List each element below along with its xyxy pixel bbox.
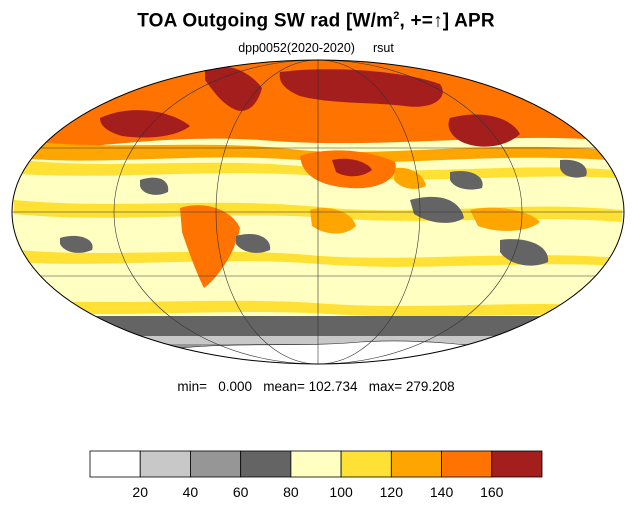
canada-core: [100, 110, 190, 138]
colorbar-tick-label: 140: [430, 484, 454, 500]
colorbar-swatch: [89, 450, 141, 478]
colorbar-swatch: [441, 450, 493, 478]
globe-outline: [11, 59, 625, 365]
clear-ocean-2: [236, 233, 271, 253]
colorbar-tick-label: 80: [283, 484, 299, 500]
band-north-midlat: [20, 140, 610, 163]
clear-ocean-5: [450, 170, 483, 190]
colorbar-swatch: [390, 450, 442, 478]
clear-ocean-4: [140, 177, 169, 195]
clear-ocean-1: [410, 196, 464, 223]
clear-ocean-6: [560, 159, 587, 178]
colorbar-swatch: [139, 450, 191, 478]
colorbar-tick-label: 40: [183, 484, 199, 500]
east-asia-core: [448, 114, 520, 147]
colorbar-swatch: [340, 450, 392, 478]
stats-line: min= 0.000 mean= 102.734 max= 279.208: [177, 379, 455, 394]
colorbar-tick-label: 120: [380, 484, 404, 500]
colorbar-swatch: [491, 450, 543, 478]
colorbar-tick-label: 20: [132, 484, 148, 500]
siberia-core: [279, 69, 443, 107]
variable-label: rsut: [372, 41, 394, 55]
central-africa: [310, 207, 356, 234]
clear-ocean-7: [60, 235, 93, 253]
colorbar-tick-label: 60: [233, 484, 249, 500]
graticule: [12, 60, 624, 364]
maritime-continent: [470, 207, 540, 231]
greenland-core: [205, 66, 262, 111]
colorbar-swatch: [190, 450, 242, 478]
chart-subtitle: dpp0052(2020-2020) rsut: [0, 41, 632, 55]
dataset-label: dpp0052(2020-2020): [238, 41, 355, 55]
colorbar-tick-label: 160: [480, 484, 504, 500]
sahara-core: [332, 158, 372, 177]
colorbar-swatch: [290, 450, 342, 478]
chart-title: TOA Outgoing SW rad [W/m2, +=↑] APR: [137, 10, 495, 32]
colorbar-tick-label: 100: [329, 484, 353, 500]
colorbar-swatch: [240, 450, 292, 478]
south-america: [180, 205, 240, 288]
